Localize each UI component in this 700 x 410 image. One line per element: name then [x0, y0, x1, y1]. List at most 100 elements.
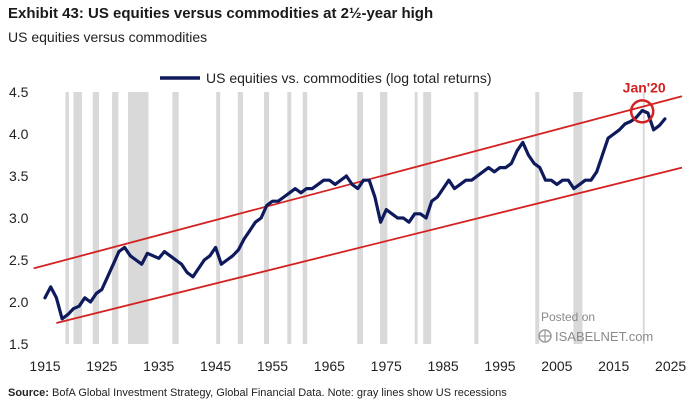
x-axis-ticks: 1915 1925 1935 1945 1955 1965 1975 1985 1995 2005… — [29, 358, 686, 374]
series-lines — [43, 108, 667, 321]
data-point — [448, 179, 450, 181]
data-point — [476, 175, 478, 177]
x-tick-label: 1935 — [143, 358, 174, 374]
data-point — [573, 188, 575, 190]
data-point — [391, 213, 393, 215]
data-point — [203, 259, 205, 261]
data-point — [135, 259, 137, 261]
data-point — [271, 200, 274, 202]
data-point — [163, 251, 166, 253]
data-point — [368, 179, 370, 181]
chart-subtitle: US equities versus commodities — [8, 29, 208, 45]
x-tick-label: 1985 — [428, 358, 459, 374]
data-point — [624, 123, 626, 125]
x-tick-label: 1915 — [29, 358, 60, 374]
watermark-logo-icon — [538, 329, 552, 343]
data-point — [374, 196, 376, 198]
data-point — [209, 255, 211, 257]
data-point — [510, 162, 512, 164]
data-point — [561, 179, 564, 181]
data-point — [67, 314, 69, 316]
data-point — [470, 179, 473, 181]
data-point — [249, 230, 251, 232]
recession-band — [357, 92, 363, 344]
recession-band — [287, 92, 292, 344]
data-point — [544, 179, 547, 181]
data-point — [266, 204, 268, 206]
data-point — [635, 116, 638, 118]
y-tick-label: 3.0 — [9, 210, 29, 226]
data-point — [186, 272, 188, 274]
data-point — [243, 238, 245, 240]
data-point — [84, 297, 86, 299]
recession-band — [263, 92, 270, 344]
recession-band — [73, 92, 82, 344]
data-point — [567, 179, 569, 181]
data-point — [146, 252, 148, 254]
y-axis-ticks: 1.5 2.0 2.5 3.0 3.5 4.0 4.5 — [9, 84, 29, 352]
recession-band — [65, 92, 69, 344]
data-point — [180, 263, 183, 265]
data-point — [152, 255, 154, 257]
data-point — [357, 188, 359, 190]
data-point — [215, 246, 217, 248]
data-point — [414, 213, 416, 215]
data-point — [311, 188, 313, 190]
data-point — [220, 263, 222, 265]
recession-band — [642, 92, 645, 344]
data-point — [283, 196, 285, 198]
data-point — [539, 167, 541, 169]
data-point — [192, 276, 194, 278]
y-tick-label: 2.5 — [9, 252, 29, 268]
data-point — [226, 259, 228, 261]
data-point — [345, 175, 348, 177]
recession-band — [414, 92, 418, 344]
recession-band — [92, 92, 100, 344]
data-point — [522, 141, 524, 143]
data-point — [431, 200, 433, 202]
data-point — [89, 301, 92, 303]
recession-band — [573, 92, 583, 344]
x-tick-label: 2025 — [655, 358, 686, 374]
x-tick-label: 2015 — [598, 358, 629, 374]
data-point — [306, 188, 308, 190]
x-tick-label: 1965 — [314, 358, 345, 374]
x-tick-label: 1955 — [257, 358, 288, 374]
data-point — [613, 133, 615, 135]
data-point — [652, 129, 655, 131]
data-point — [260, 217, 262, 219]
data-point — [579, 183, 581, 185]
data-point — [362, 179, 365, 181]
chart-title: Exhibit 43: US equities versus commoditi… — [8, 5, 434, 22]
data-point — [556, 183, 558, 185]
data-point — [664, 118, 666, 120]
y-tick-label: 2.0 — [9, 294, 29, 310]
series-line-equities-vs-commodities — [43, 108, 667, 321]
data-point — [175, 259, 177, 261]
data-point — [237, 249, 239, 251]
data-point — [323, 179, 325, 181]
data-point — [596, 171, 598, 173]
data-point — [618, 129, 621, 131]
data-point — [465, 179, 467, 181]
data-point — [44, 297, 46, 299]
data-point — [408, 221, 410, 223]
data-point — [294, 188, 296, 190]
recession-band — [535, 92, 540, 344]
data-point — [527, 154, 530, 156]
data-point — [340, 179, 342, 181]
lower-trend-line — [56, 166, 683, 324]
data-point — [351, 183, 353, 185]
recession-band — [172, 92, 179, 344]
data-point — [379, 221, 382, 223]
data-point — [112, 263, 114, 265]
data-point — [288, 192, 291, 194]
data-point — [442, 188, 444, 190]
data-point — [232, 255, 234, 257]
watermark-posted: Posted on — [541, 310, 595, 324]
data-point — [254, 221, 257, 223]
data-point — [550, 179, 552, 181]
data-point — [106, 276, 109, 278]
annotation-layer: Jan'20 — [623, 79, 666, 124]
data-point — [118, 251, 120, 253]
